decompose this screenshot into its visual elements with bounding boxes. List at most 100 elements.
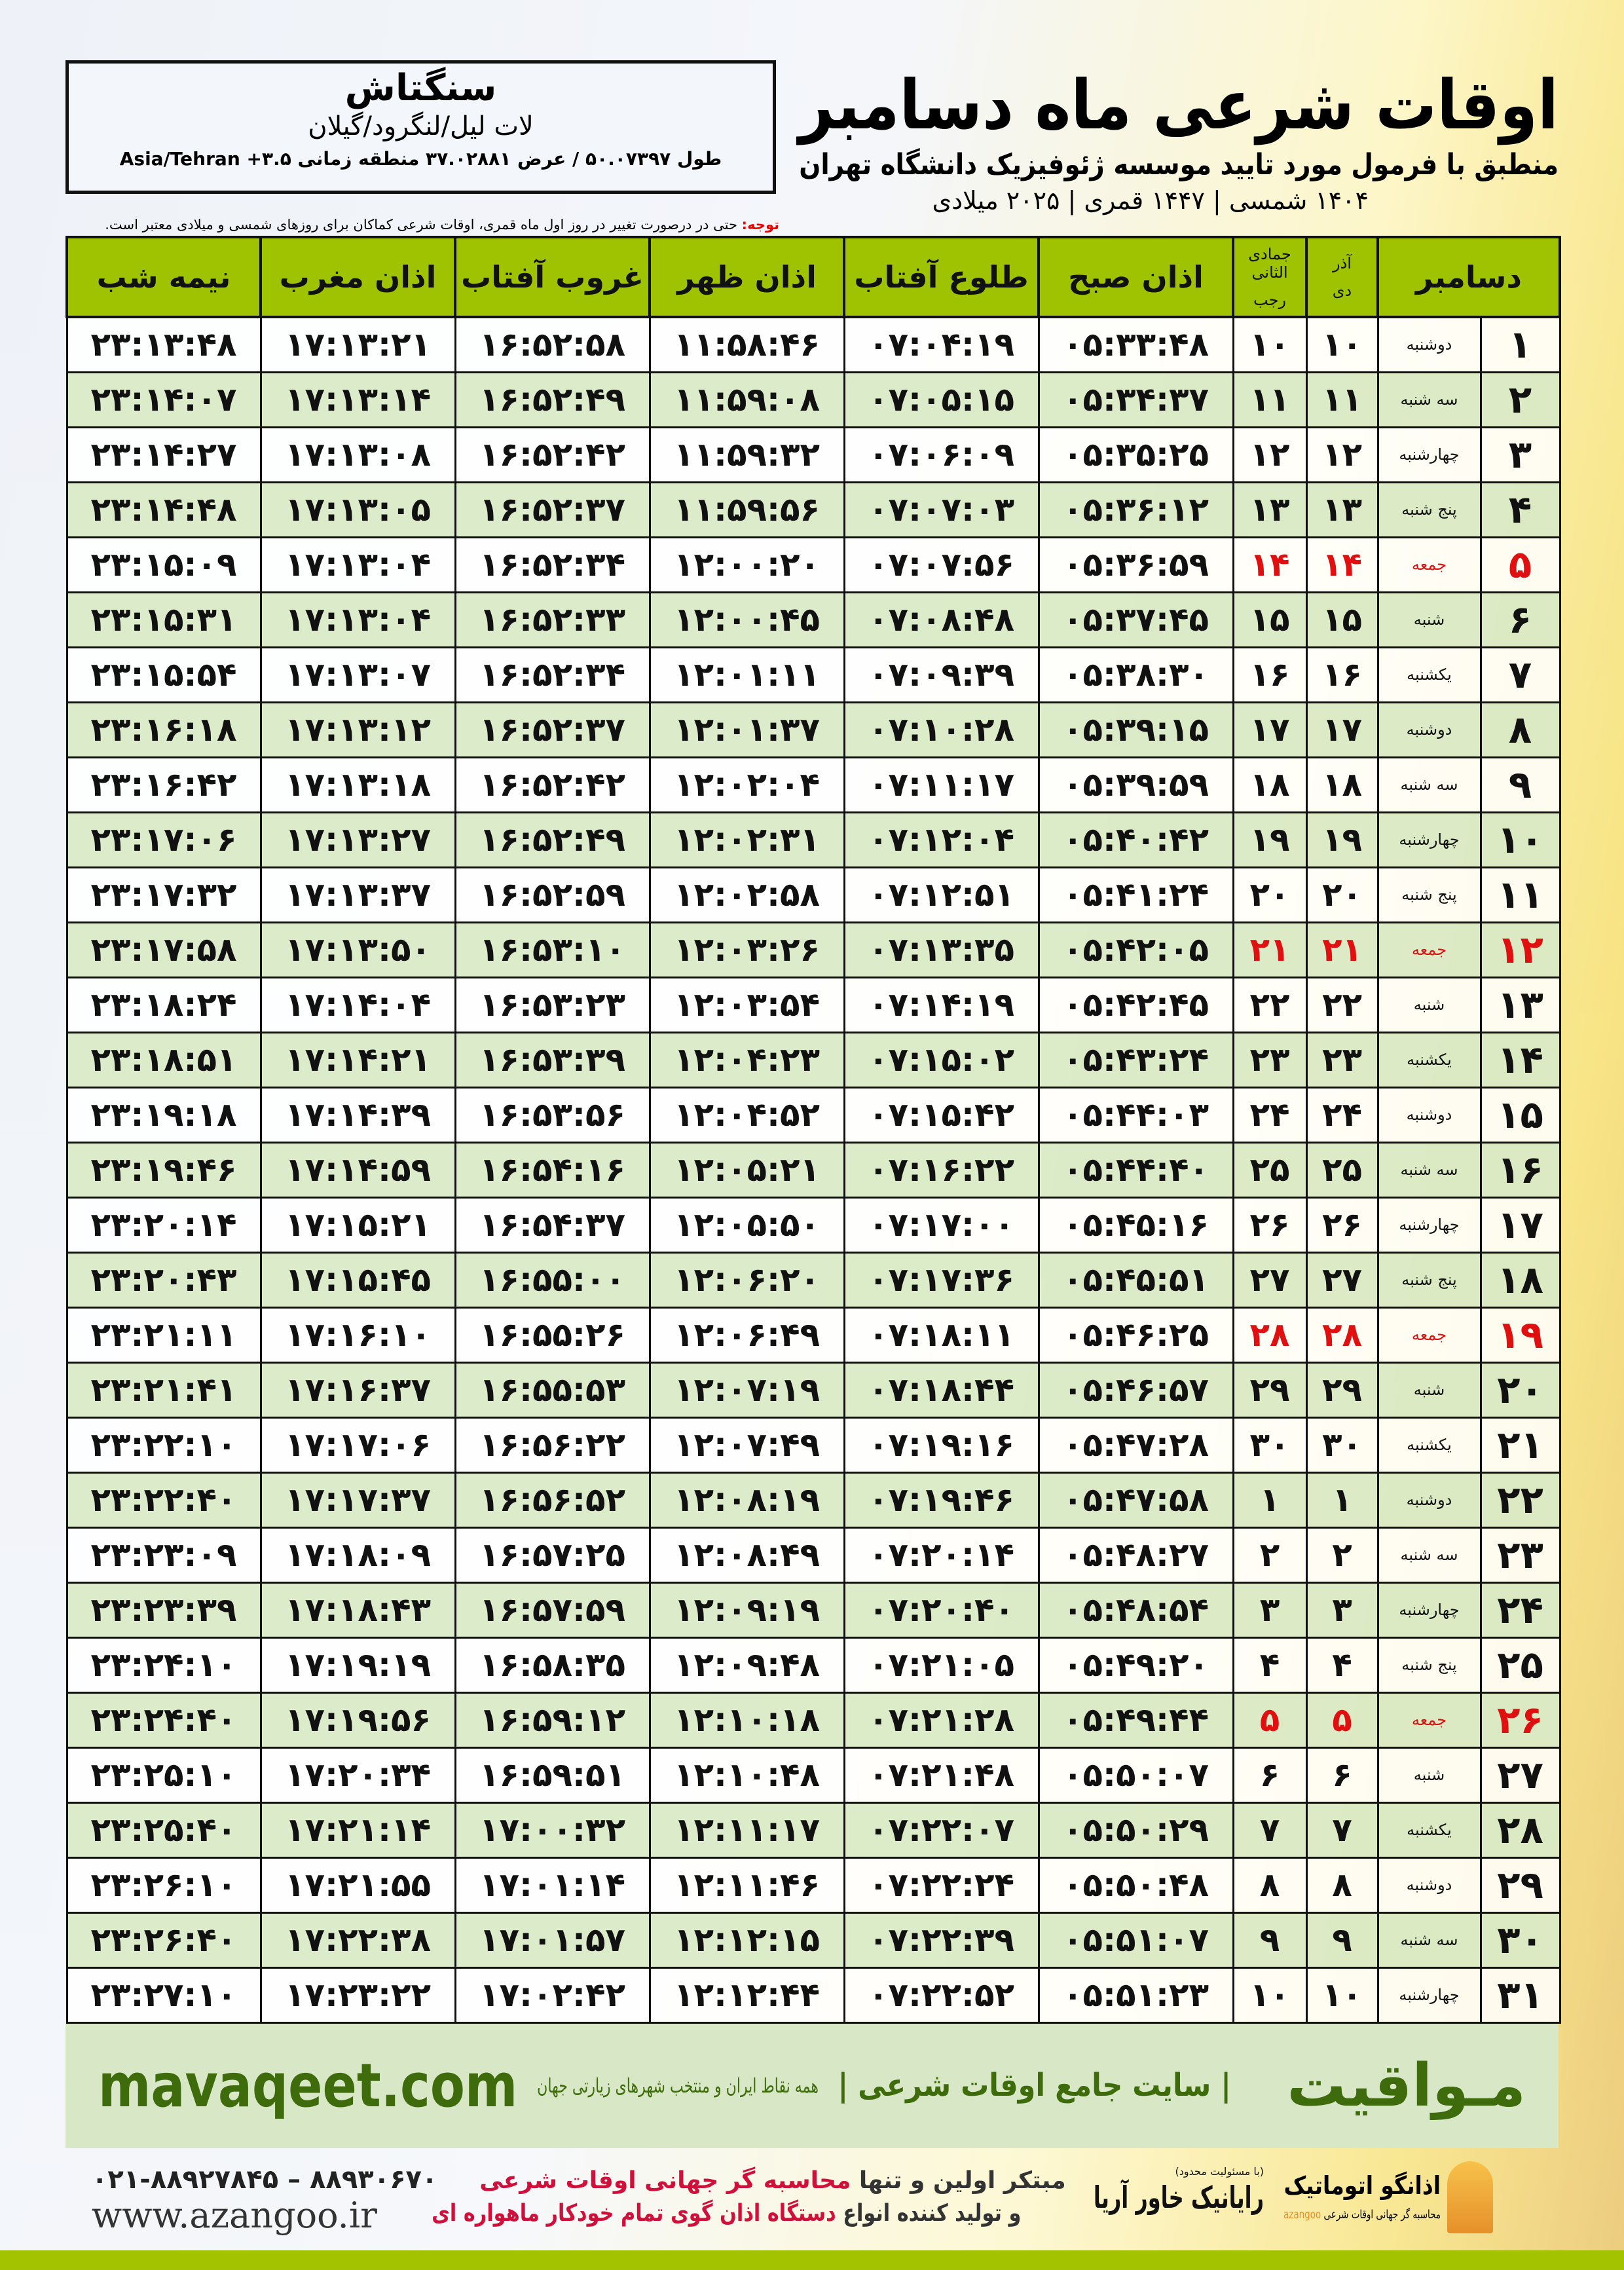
sunset-time: ۱۶:۵۲:۴۹: [454, 811, 651, 868]
day-number: ۸: [1479, 701, 1561, 758]
maghrib-time: ۱۷:۲۰:۳۴: [259, 1746, 456, 1804]
promo-line1: مبتکر اولین و تنها: [851, 2167, 1066, 2194]
phone-numbers: ۰۲۱-۸۸۹۲۷۸۴۵ – ۸۸۹۳۰۶۷۰: [92, 2165, 438, 2195]
dhuhr-time: ۱۲:۰۰:۲۰: [648, 536, 845, 593]
fajr-time: ۰۵:۴۸:۵۴: [1037, 1581, 1234, 1639]
table-row: ۱۱ پنج شنبه ۲۰ ۲۰ ۰۵:۴۱:۲۴ ۰۷:۱۲:۵۱ ۱۲:۰۲:۵۸ ۱۶…: [65, 866, 1561, 923]
rajab-day: ۱۷: [1232, 701, 1308, 758]
midnight-time: ۲۳:۲۲:۱۰: [65, 1416, 262, 1474]
rajab-day: ۱۹: [1232, 811, 1308, 868]
weekday: چهارشنبه: [1376, 811, 1482, 868]
sunset-time: ۱۶:۵۶:۵۲: [454, 1471, 651, 1529]
day-number: ۱۶: [1479, 1141, 1561, 1199]
fajr-time: ۰۵:۴۷:۲۸: [1037, 1416, 1234, 1474]
dome-icon: [1447, 2161, 1493, 2233]
table-row: ۱۲ جمعه ۲۱ ۲۱ ۰۵:۴۲:۰۵ ۰۷:۱۳:۳۵ ۱۲:۰۳:۲۶ ۱۶:۵۳:…: [65, 921, 1561, 978]
dey-day: ۵: [1305, 1691, 1379, 1749]
table-row: ۶ شنبه ۱۵ ۱۵ ۰۵:۳۷:۴۵ ۰۷:۰۸:۴۸ ۱۲:۰۰:۴۵ ۱۶:۵۲:۳…: [65, 591, 1561, 648]
sunrise-time: ۰۷:۲۲:۳۹: [843, 1911, 1040, 1969]
sunset-time: ۱۶:۵۶:۲۲: [454, 1416, 651, 1474]
dey-day: ۸: [1305, 1856, 1379, 1914]
dhuhr-time: ۱۲:۰۲:۰۴: [648, 756, 845, 813]
day-number: ۲۵: [1479, 1636, 1561, 1694]
dhuhr-time: ۱۲:۰۳:۵۴: [648, 976, 845, 1033]
maghrib-time: ۱۷:۱۷:۰۶: [259, 1416, 456, 1474]
dey-day: ۱۷: [1305, 701, 1379, 758]
maghrib-time: ۱۷:۱۳:۵۰: [259, 921, 456, 978]
dhuhr-time: ۱۲:۰۸:۴۹: [648, 1526, 845, 1584]
dhuhr-time: ۱۲:۱۰:۱۸: [648, 1691, 845, 1749]
year-info: ۱۴۰۴ شمسی | ۱۴۴۷ قمری | ۲۰۲۵ میلادی: [932, 186, 1369, 215]
weekday: شنبه: [1376, 591, 1482, 648]
sunrise-time: ۰۷:۰۹:۳۹: [843, 646, 1040, 703]
maghrib-time: ۱۷:۱۳:۲۷: [259, 811, 456, 868]
mavaqeet-banner: مـواقیت | سایت جامع اوقات شرعی | همه نقا…: [65, 2024, 1559, 2148]
maghrib-time: ۱۷:۲۲:۳۸: [259, 1911, 456, 1969]
rajab-day: ۴: [1232, 1636, 1308, 1694]
sunset-time: ۱۶:۵۲:۳۷: [454, 481, 651, 538]
weekday: جمعه: [1376, 536, 1482, 593]
dhuhr-time: ۱۲:۰۶:۴۹: [648, 1306, 845, 1364]
dey-day: ۲۷: [1305, 1251, 1379, 1309]
maghrib-time: ۱۷:۱۵:۴۵: [259, 1251, 456, 1309]
day-number: ۳۱: [1479, 1966, 1561, 2024]
dey-day: ۷: [1305, 1801, 1379, 1859]
day-number: ۱۰: [1479, 811, 1561, 868]
sunset-time: ۱۶:۵۵:۲۶: [454, 1306, 651, 1364]
weekday: شنبه: [1376, 976, 1482, 1033]
sunset-time: ۱۶:۵۳:۵۶: [454, 1086, 651, 1144]
weekday: پنج شنبه: [1376, 1251, 1482, 1309]
sunset-time: ۱۷:۰۰:۳۲: [454, 1801, 651, 1859]
dey-day: ۲۳: [1305, 1031, 1379, 1088]
weekday: پنج شنبه: [1376, 481, 1482, 538]
maghrib-time: ۱۷:۱۴:۰۴: [259, 976, 456, 1033]
sunrise-time: ۰۷:۲۰:۴۰: [843, 1581, 1040, 1639]
sunset-time: ۱۷:۰۱:۵۷: [454, 1911, 651, 1969]
sunrise-time: ۰۷:۰۴:۱۹: [843, 316, 1040, 373]
weekday: یکشنبه: [1376, 1416, 1482, 1474]
weekday: پنج شنبه: [1376, 866, 1482, 923]
mavaqeet-site-link[interactable]: mavaqeet.com: [98, 2051, 518, 2121]
fajr-time: ۰۵:۴۳:۲۴: [1037, 1031, 1234, 1088]
rajab-day: ۹: [1232, 1911, 1308, 1969]
sunrise-time: ۰۷:۰۶:۰۹: [843, 426, 1040, 483]
rayanik-name: رایانیک خاور آریا: [1093, 2180, 1264, 2215]
table-row: ۱۷ چهارشنبه ۲۶ ۲۶ ۰۵:۴۵:۱۶ ۰۷:۱۷:۰۰ ۱۲:۰۵:۵۰ ۱۶…: [65, 1196, 1561, 1254]
maghrib-time: ۱۷:۱۳:۰۵: [259, 481, 456, 538]
table-row: ۱۶ سه شنبه ۲۵ ۲۵ ۰۵:۴۴:۴۰ ۰۷:۱۶:۲۲ ۱۲:۰۵:۲۱ ۱۶:…: [65, 1141, 1561, 1199]
rajab-day: ۱۱: [1232, 371, 1308, 428]
maghrib-time: ۱۷:۱۵:۲۱: [259, 1196, 456, 1254]
promo-line2: و تولید کننده انواع: [836, 2200, 1022, 2227]
dhuhr-time: ۱۲:۱۱:۱۷: [648, 1801, 845, 1859]
day-number: ۱۸: [1479, 1251, 1561, 1309]
header-maghrib: اذان مغرب: [259, 236, 456, 318]
notice-label: توجه:: [741, 217, 779, 233]
dhuhr-time: ۱۱:۵۹:۵۶: [648, 481, 845, 538]
fajr-time: ۰۵:۴۲:۴۵: [1037, 976, 1234, 1033]
sunset-time: ۱۶:۵۹:۵۱: [454, 1746, 651, 1804]
table-row: ۱۰ چهارشنبه ۱۹ ۱۹ ۰۵:۴۰:۴۲ ۰۷:۱۲:۰۴ ۱۲:۰۲:۳۱ ۱۶…: [65, 811, 1561, 868]
azangoo-website[interactable]: www.azangoo.ir: [92, 2195, 377, 2236]
table-row: ۱۹ جمعه ۲۸ ۲۸ ۰۵:۴۶:۲۵ ۰۷:۱۸:۱۱ ۱۲:۰۶:۴۹ ۱۶:۵۵:…: [65, 1306, 1561, 1364]
sunrise-time: ۰۷:۱۹:۱۶: [843, 1416, 1040, 1474]
weekday: سه شنبه: [1376, 1141, 1482, 1199]
weekday: شنبه: [1376, 1361, 1482, 1419]
day-number: ۱۳: [1479, 976, 1561, 1033]
weekday: دوشنبه: [1376, 1856, 1482, 1914]
table-row: ۴ پنج شنبه ۱۳ ۱۳ ۰۵:۳۶:۱۲ ۰۷:۰۷:۰۳ ۱۱:۵۹:۵۶ ۱۶:…: [65, 481, 1561, 538]
maghrib-time: ۱۷:۱۳:۱۴: [259, 371, 456, 428]
promo-line2-highlight: دستگاه اذان گوی تمام خودکار ماهواره ای: [432, 2200, 836, 2227]
dhuhr-time: ۱۲:۰۴:۵۲: [648, 1086, 845, 1144]
table-row: ۲۱ یکشنبه ۳۰ ۳۰ ۰۵:۴۷:۲۸ ۰۷:۱۹:۱۶ ۱۲:۰۷:۴۹ ۱۶:۵…: [65, 1416, 1561, 1474]
sunset-time: ۱۶:۵۲:۵۹: [454, 866, 651, 923]
dey-day: ۲۲: [1305, 976, 1379, 1033]
sunrise-time: ۰۷:۲۱:۰۵: [843, 1636, 1040, 1694]
table-row: ۳۱ چهارشنبه ۱۰ ۱۰ ۰۵:۵۱:۲۳ ۰۷:۲۲:۵۲ ۱۲:۱۲:۴۴ ۱۷…: [65, 1966, 1561, 2024]
sunset-time: ۱۶:۵۷:۲۵: [454, 1526, 651, 1584]
fajr-time: ۰۵:۴۹:۲۰: [1037, 1636, 1234, 1694]
sunrise-time: ۰۷:۱۲:۰۴: [843, 811, 1040, 868]
fajr-time: ۰۵:۵۱:۲۳: [1037, 1966, 1234, 2024]
sunrise-time: ۰۷:۲۰:۱۴: [843, 1526, 1040, 1584]
day-number: ۲۴: [1479, 1581, 1561, 1639]
midnight-time: ۲۳:۱۹:۱۸: [65, 1086, 262, 1144]
